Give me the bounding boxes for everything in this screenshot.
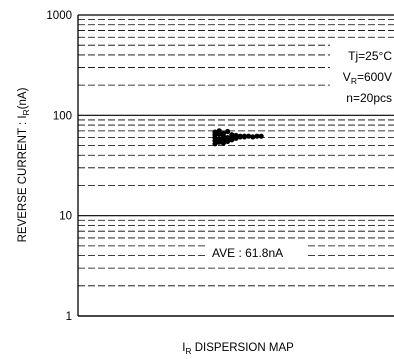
data-point xyxy=(225,134,231,141)
y-axis-title-main: REVERSE CURRENT : I xyxy=(17,115,29,242)
x-axis-title-i: I xyxy=(182,342,185,354)
data-points xyxy=(212,128,264,147)
data-point xyxy=(254,133,260,139)
axes xyxy=(77,15,394,317)
condition-vr-subscript: R xyxy=(351,76,357,86)
condition-tj: Tj=25°C xyxy=(348,49,392,63)
data-point xyxy=(233,134,239,141)
data-point xyxy=(237,134,243,140)
data-point xyxy=(220,130,226,137)
data-point xyxy=(216,128,222,134)
data-point xyxy=(229,132,235,138)
y-axis-title-subscript: R xyxy=(21,109,31,115)
average-box xyxy=(208,244,308,261)
condition-vr: VR=600V xyxy=(343,70,392,86)
data-point xyxy=(216,139,222,145)
data-point xyxy=(250,134,256,140)
average-label: AVE : 61.8nA xyxy=(212,246,283,260)
data-point xyxy=(229,137,235,143)
x-axis-title-subscript: R xyxy=(185,346,191,356)
y-tick-label: 1 xyxy=(66,311,72,323)
condition-n: n=20pcs xyxy=(346,91,392,105)
data-point xyxy=(220,140,226,146)
y-tick-label: 100 xyxy=(53,110,72,122)
x-axis-title-text: DISPERSION MAP xyxy=(192,342,295,354)
y-axis-title: REVERSE CURRENT : IR(nA) xyxy=(17,87,31,242)
conditions-annotation: Tj=25°C VR=600V n=20pcs xyxy=(330,44,394,110)
y-tick-labels: 1 10 100 1000 xyxy=(46,10,72,323)
data-point xyxy=(212,141,218,147)
condition-vr-value: =600V xyxy=(357,70,392,84)
data-point xyxy=(246,133,252,139)
y-tick-label: 1000 xyxy=(46,10,72,22)
data-point xyxy=(225,128,231,135)
y-tick-label: 10 xyxy=(59,211,72,223)
data-point xyxy=(225,138,231,144)
y-axis-title-unit: (nA) xyxy=(17,87,29,109)
grid-lines xyxy=(78,14,394,317)
conditions-box xyxy=(330,44,394,110)
condition-vr-v: V xyxy=(343,70,351,84)
x-axis-title: IR DISPERSION MAP xyxy=(182,342,294,356)
average-annotation: AVE : 61.8nA xyxy=(208,244,308,261)
data-point xyxy=(241,134,247,140)
data-point xyxy=(258,133,264,139)
